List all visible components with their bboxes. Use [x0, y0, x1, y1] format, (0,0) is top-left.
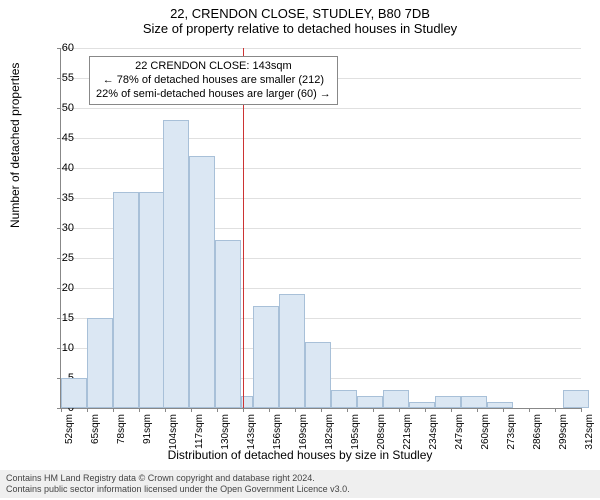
xtick-mark	[503, 408, 504, 412]
histogram-bar	[487, 402, 513, 408]
gridline	[61, 48, 581, 49]
gridline	[61, 108, 581, 109]
histogram-bar	[409, 402, 435, 408]
xtick-mark	[243, 408, 244, 412]
xtick-label: 65sqm	[90, 414, 101, 444]
xtick-mark	[217, 408, 218, 412]
xtick-mark	[113, 408, 114, 412]
ytick-label: 60	[44, 42, 74, 54]
ytick-label: 15	[44, 312, 74, 324]
ytick-label: 35	[44, 192, 74, 204]
histogram-bar	[87, 318, 113, 408]
gridline	[61, 138, 581, 139]
xtick-mark	[425, 408, 426, 412]
xtick-label: 234sqm	[428, 414, 439, 450]
xtick-mark	[321, 408, 322, 412]
histogram-bar	[461, 396, 487, 408]
xtick-mark	[399, 408, 400, 412]
ytick-label: 55	[44, 72, 74, 84]
xtick-label: 169sqm	[298, 414, 309, 450]
histogram-bar	[383, 390, 409, 408]
xtick-mark	[529, 408, 530, 412]
xtick-mark	[295, 408, 296, 412]
histogram-bar	[279, 294, 305, 408]
histogram-bar	[163, 120, 189, 408]
footer-attribution: Contains HM Land Registry data © Crown c…	[0, 470, 600, 498]
annotation-line-3: 22% of semi-detached houses are larger (…	[96, 88, 331, 102]
xtick-label: 286sqm	[532, 414, 543, 450]
footer-line-1: Contains HM Land Registry data © Crown c…	[6, 473, 594, 484]
xtick-mark	[347, 408, 348, 412]
xtick-mark	[165, 408, 166, 412]
xtick-label: 182sqm	[324, 414, 335, 450]
chart-title-address: 22, CRENDON CLOSE, STUDLEY, B80 7DB	[0, 6, 600, 21]
histogram-bar	[331, 390, 357, 408]
gridline	[61, 168, 581, 169]
histogram-bar	[435, 396, 461, 408]
xtick-label: 195sqm	[350, 414, 361, 450]
xtick-label: 117sqm	[194, 414, 205, 449]
xtick-label: 273sqm	[506, 414, 517, 450]
annotation-line-2: ← 78% of detached houses are smaller (21…	[96, 74, 331, 88]
annotation-box: 22 CRENDON CLOSE: 143sqm← 78% of detache…	[89, 56, 338, 105]
xtick-label: 52sqm	[64, 414, 75, 444]
xtick-mark	[139, 408, 140, 412]
ytick-label: 40	[44, 162, 74, 174]
histogram-bar	[305, 342, 331, 408]
histogram-bar	[357, 396, 383, 408]
xtick-mark	[555, 408, 556, 412]
chart-area: 52sqm65sqm78sqm91sqm104sqm117sqm130sqm14…	[60, 48, 580, 408]
xtick-label: 143sqm	[246, 414, 257, 450]
chart-title-desc: Size of property relative to detached ho…	[0, 21, 600, 36]
histogram-bar	[253, 306, 279, 408]
ytick-label: 20	[44, 282, 74, 294]
xtick-label: 104sqm	[168, 414, 179, 450]
ytick-label: 10	[44, 342, 74, 354]
ytick-label: 25	[44, 252, 74, 264]
histogram-bar	[215, 240, 241, 408]
xtick-label: 130sqm	[220, 414, 231, 450]
xtick-mark	[477, 408, 478, 412]
ytick-label: 30	[44, 222, 74, 234]
xtick-label: 312sqm	[584, 414, 595, 450]
xtick-label: 156sqm	[272, 414, 283, 450]
footer-line-2: Contains public sector information licen…	[6, 484, 594, 495]
chart-title-block: 22, CRENDON CLOSE, STUDLEY, B80 7DB Size…	[0, 0, 600, 36]
xtick-label: 208sqm	[376, 414, 387, 450]
xtick-mark	[87, 408, 88, 412]
xtick-mark	[581, 408, 582, 412]
xtick-label: 260sqm	[480, 414, 491, 450]
y-axis-label: Number of detached properties	[8, 63, 22, 228]
xtick-label: 221sqm	[402, 414, 413, 450]
xtick-mark	[269, 408, 270, 412]
xtick-label: 78sqm	[116, 414, 127, 444]
histogram-bar	[113, 192, 139, 408]
ytick-label: 45	[44, 132, 74, 144]
histogram-bar	[61, 378, 87, 408]
xtick-label: 247sqm	[454, 414, 465, 450]
histogram-bar	[189, 156, 215, 408]
histogram-bar	[139, 192, 165, 408]
xtick-mark	[191, 408, 192, 412]
annotation-line-1: 22 CRENDON CLOSE: 143sqm	[96, 60, 331, 74]
xtick-mark	[451, 408, 452, 412]
plot-region: 52sqm65sqm78sqm91sqm104sqm117sqm130sqm14…	[60, 48, 581, 409]
xtick-label: 299sqm	[558, 414, 569, 450]
histogram-bar	[563, 390, 589, 408]
xtick-mark	[373, 408, 374, 412]
ytick-label: 50	[44, 102, 74, 114]
xtick-label: 91sqm	[142, 414, 153, 444]
x-axis-label: Distribution of detached houses by size …	[0, 448, 600, 462]
